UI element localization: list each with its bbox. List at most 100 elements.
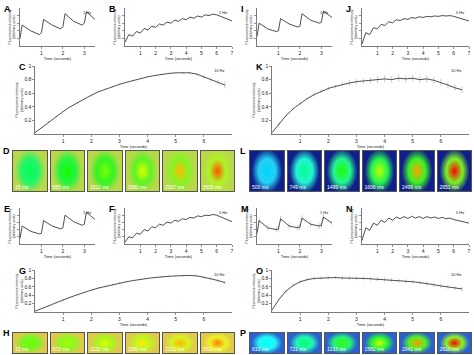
- svg-text:B: B: [109, 4, 116, 14]
- svg-text:M: M: [241, 204, 249, 214]
- svg-text:5: 5: [437, 248, 440, 254]
- svg-text:Fluorescence intensity(arbitra: Fluorescence intensity(arbitrary units): [245, 208, 254, 243]
- svg-text:2: 2: [90, 316, 93, 322]
- svg-text:2: 2: [90, 138, 93, 144]
- svg-text:1: 1: [139, 50, 142, 56]
- svg-text:0.2: 0.2: [24, 117, 31, 123]
- svg-text:Fluorescence intensity(arbitra: Fluorescence intensity(arbitrary units): [252, 273, 261, 308]
- svg-text:5: 5: [174, 138, 177, 144]
- svg-text:0.6: 0.6: [261, 90, 268, 96]
- svg-text:K: K: [256, 62, 263, 72]
- svg-text:1: 1: [266, 267, 269, 273]
- svg-text:J: J: [346, 4, 351, 14]
- svg-text:3: 3: [320, 50, 323, 56]
- svg-text:Fluorescence intensity(arbitra: Fluorescence intensity(arbitrary units): [113, 208, 122, 243]
- svg-text:1 Hz: 1 Hz: [320, 10, 328, 15]
- svg-text:6: 6: [215, 50, 218, 56]
- svg-text:2: 2: [327, 316, 330, 322]
- svg-text:4: 4: [422, 248, 425, 254]
- svg-text:5: 5: [200, 50, 203, 56]
- svg-text:0.4: 0.4: [261, 292, 268, 298]
- svg-text:4: 4: [185, 50, 188, 56]
- svg-text:1: 1: [139, 248, 142, 254]
- svg-text:C: C: [19, 62, 26, 72]
- svg-text:D: D: [3, 146, 10, 156]
- svg-text:5 Hz: 5 Hz: [456, 210, 464, 215]
- svg-text:1: 1: [62, 316, 65, 322]
- svg-text:2: 2: [298, 248, 301, 254]
- svg-text:5: 5: [411, 138, 414, 144]
- svg-text:2: 2: [298, 50, 301, 56]
- svg-text:2: 2: [61, 248, 64, 254]
- svg-text:7: 7: [468, 248, 471, 254]
- svg-text:5: 5: [411, 316, 414, 322]
- svg-text:Fluorescence intensity(arbitra: Fluorescence intensity(arbitrary units): [245, 9, 254, 44]
- svg-text:7: 7: [231, 248, 234, 254]
- svg-text:Time (seconds): Time (seconds): [357, 322, 385, 327]
- svg-text:Time (seconds): Time (seconds): [402, 254, 430, 259]
- svg-text:3: 3: [406, 248, 409, 254]
- svg-text:0.8: 0.8: [261, 275, 268, 281]
- svg-text:10 Hz: 10 Hz: [451, 272, 461, 277]
- svg-text:5: 5: [200, 248, 203, 254]
- svg-text:2: 2: [391, 248, 394, 254]
- svg-text:10 Hz: 10 Hz: [214, 272, 224, 277]
- svg-text:6: 6: [439, 138, 442, 144]
- svg-text:Time (seconds): Time (seconds): [281, 56, 309, 61]
- svg-text:Time (seconds): Time (seconds): [281, 254, 309, 259]
- svg-text:E: E: [4, 204, 10, 214]
- svg-text:1: 1: [376, 50, 379, 56]
- svg-text:6: 6: [202, 138, 205, 144]
- svg-text:0.4: 0.4: [261, 104, 268, 110]
- svg-text:1 Hz: 1 Hz: [83, 10, 91, 15]
- svg-text:0.6: 0.6: [24, 90, 31, 96]
- svg-text:0.2: 0.2: [261, 117, 268, 123]
- svg-text:2: 2: [154, 248, 157, 254]
- svg-text:6: 6: [439, 316, 442, 322]
- svg-text:Time (seconds): Time (seconds): [165, 254, 193, 259]
- svg-text:0.6: 0.6: [24, 284, 31, 290]
- svg-text:1 Hz: 1 Hz: [83, 210, 91, 215]
- svg-text:Time (seconds): Time (seconds): [402, 56, 430, 61]
- svg-text:1 Hz: 1 Hz: [320, 210, 328, 215]
- svg-text:0.4: 0.4: [24, 104, 31, 110]
- svg-text:N: N: [346, 204, 353, 214]
- svg-text:Fluorescence intensity(arbitra: Fluorescence intensity(arbitrary units): [8, 9, 17, 44]
- svg-text:2: 2: [61, 50, 64, 56]
- svg-text:4: 4: [146, 316, 149, 322]
- svg-text:4: 4: [383, 316, 386, 322]
- svg-text:1: 1: [266, 63, 269, 69]
- svg-text:1: 1: [299, 138, 302, 144]
- svg-text:0.2: 0.2: [24, 300, 31, 306]
- svg-text:6: 6: [452, 50, 455, 56]
- svg-text:1: 1: [40, 248, 43, 254]
- svg-text:O: O: [256, 266, 263, 276]
- svg-text:Fluorescence intensity(arbitra: Fluorescence intensity(arbitrary units): [252, 82, 261, 117]
- svg-text:Fluorescence intensity(arbitra: Fluorescence intensity(arbitrary units): [15, 82, 24, 117]
- svg-text:Time (seconds): Time (seconds): [120, 144, 148, 149]
- svg-text:Time (seconds): Time (seconds): [44, 254, 72, 259]
- svg-text:3: 3: [169, 248, 172, 254]
- svg-text:3: 3: [320, 248, 323, 254]
- svg-text:Fluorescence intensity(arbitra: Fluorescence intensity(arbitrary units): [113, 9, 122, 44]
- svg-text:1: 1: [62, 138, 65, 144]
- svg-text:6: 6: [202, 316, 205, 322]
- svg-text:Time (seconds): Time (seconds): [357, 144, 385, 149]
- svg-text:Time (seconds): Time (seconds): [44, 56, 72, 61]
- svg-text:2: 2: [327, 138, 330, 144]
- svg-text:4: 4: [383, 138, 386, 144]
- svg-text:Time (seconds): Time (seconds): [120, 322, 148, 327]
- svg-text:L: L: [240, 146, 246, 156]
- svg-text:10 Hz: 10 Hz: [214, 68, 224, 73]
- svg-text:1: 1: [40, 50, 43, 56]
- svg-text:A: A: [4, 4, 11, 14]
- svg-text:5: 5: [174, 316, 177, 322]
- svg-text:3: 3: [169, 50, 172, 56]
- svg-text:6: 6: [452, 248, 455, 254]
- svg-text:0.8: 0.8: [24, 76, 31, 82]
- svg-text:5 Hz: 5 Hz: [456, 10, 464, 15]
- svg-text:2: 2: [391, 50, 394, 56]
- svg-text:3: 3: [355, 316, 358, 322]
- svg-text:3: 3: [83, 248, 86, 254]
- svg-text:0.8: 0.8: [261, 76, 268, 82]
